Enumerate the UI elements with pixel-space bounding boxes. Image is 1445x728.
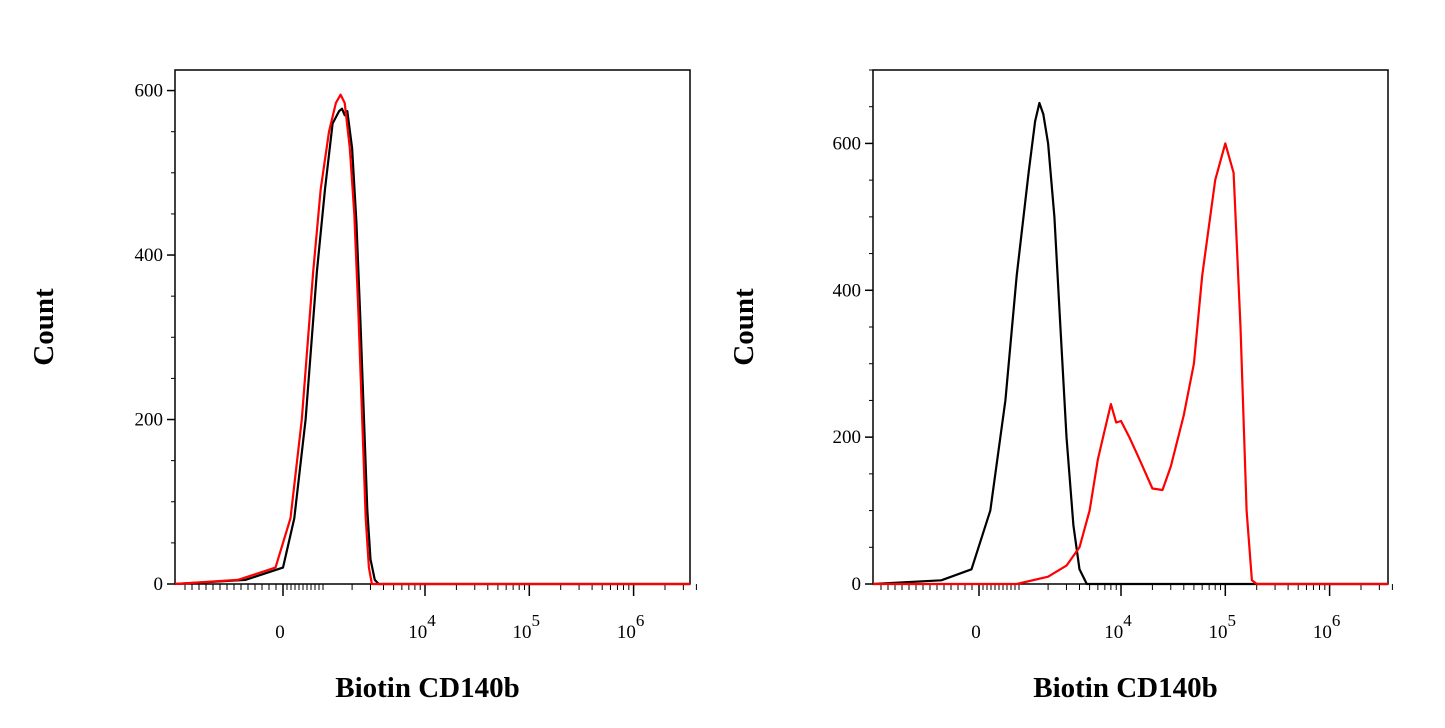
x-axis-title: Biotin CD140b (335, 672, 520, 704)
x-tick-label: 0 (971, 622, 981, 643)
histogram-line (174, 93, 690, 586)
x-tick-label: 104 (408, 611, 436, 643)
y-tick-label: 400 (833, 280, 862, 301)
y-tick-label: 0 (154, 574, 164, 595)
y-axis-title: Count (728, 288, 760, 366)
histogram-line (174, 107, 690, 586)
x-tick-label: 106 (617, 611, 645, 643)
chart-marks: 02004006000104105106107Biotin CD140bCoun… (728, 69, 1445, 704)
x-tick-label: 105 (1209, 611, 1237, 643)
x-tick-label: 0 (275, 622, 285, 643)
x-tick-label: 106 (1313, 611, 1341, 643)
y-tick-label: 600 (833, 133, 862, 154)
histogram-line (872, 101, 1388, 586)
y-tick-label: 400 (135, 245, 164, 266)
y-axis-title: Count (28, 288, 60, 366)
histogram-panel-left: 02004006000104105106107Biotin CD140bCoun… (0, 0, 749, 728)
plot-frame (174, 69, 691, 585)
y-tick-label: 0 (852, 574, 862, 595)
histogram-panel-right: 02004006000104105106107Biotin CD140bCoun… (700, 0, 1445, 728)
histogram-chart-right: 02004006000104105106107Biotin CD140bCoun… (728, 69, 1445, 704)
plot-frame (872, 69, 1389, 585)
y-tick-label: 600 (135, 81, 164, 102)
chart-marks: 02004006000104105106107Biotin CD140bCoun… (28, 69, 749, 704)
y-tick-label: 200 (833, 427, 862, 448)
x-tick-label: 105 (513, 611, 541, 643)
x-axis-title: Biotin CD140b (1033, 672, 1218, 704)
histogram-line (873, 142, 1388, 586)
histogram-chart-left: 02004006000104105106107Biotin CD140bCoun… (28, 69, 749, 704)
y-tick-label: 200 (135, 410, 164, 431)
x-tick-label: 104 (1104, 611, 1132, 643)
